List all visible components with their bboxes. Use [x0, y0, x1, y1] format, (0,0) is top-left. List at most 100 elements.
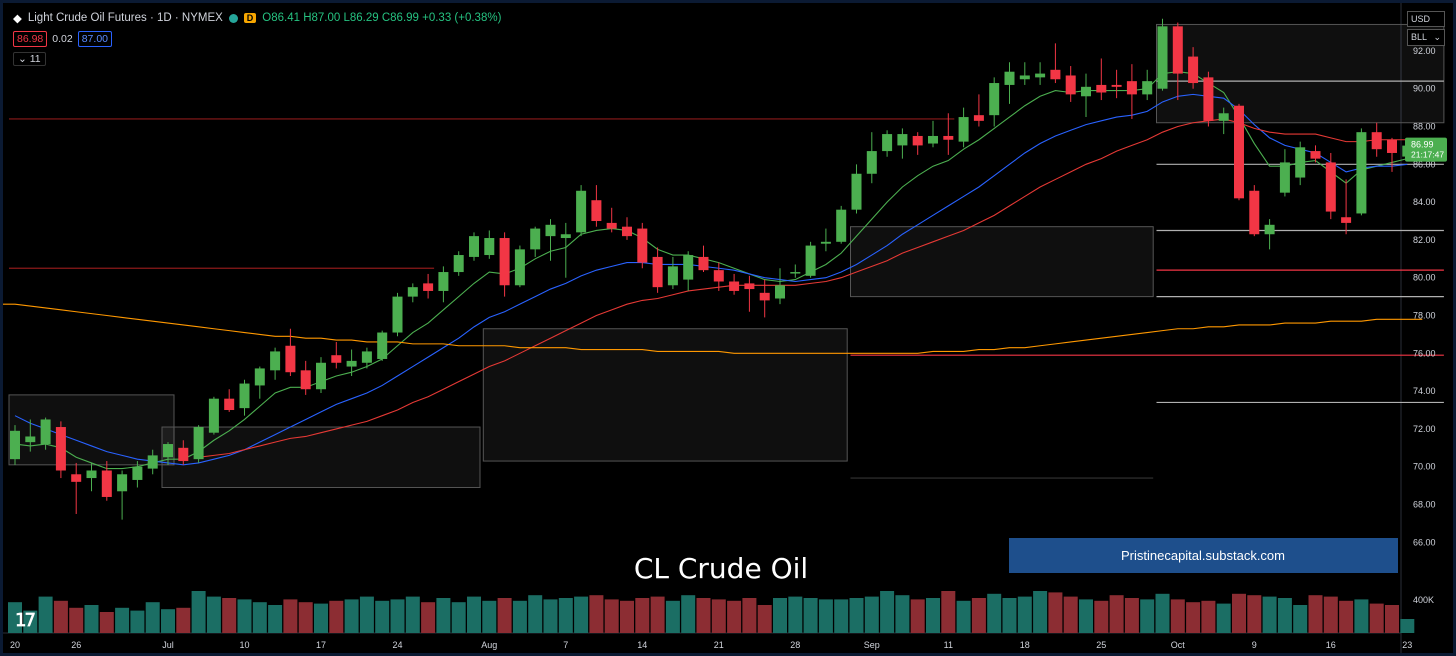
volume-bar	[650, 596, 665, 633]
time-tick-label: 7	[563, 640, 568, 650]
candle	[1050, 43, 1061, 84]
volume-bar	[589, 595, 604, 633]
candle-body	[1172, 26, 1183, 74]
candle-body	[928, 135, 938, 144]
moving-average-red	[198, 118, 1408, 458]
candle-body	[1203, 77, 1214, 121]
candle-body	[1264, 224, 1275, 235]
candle-body	[1035, 73, 1046, 78]
candle	[897, 128, 908, 159]
unit-selector-button[interactable]: BLL ⌄	[1407, 29, 1445, 46]
candle	[1142, 69, 1153, 101]
volume-bar	[53, 600, 68, 633]
symbol-title[interactable]: Light Crude Oil Futures · 1D · NYMEX	[27, 12, 223, 24]
candle	[683, 251, 694, 291]
candle-body	[101, 470, 112, 497]
candle-body	[667, 266, 678, 286]
price-tick-label: 88.00	[1413, 122, 1436, 132]
buy-button[interactable]: 87.00	[77, 31, 112, 47]
candle-body	[836, 209, 847, 242]
volume-bar	[742, 598, 757, 633]
volume-bar	[191, 591, 206, 633]
last-price-label: 86.99	[1411, 140, 1434, 150]
candle	[973, 94, 984, 127]
supply-demand-zone	[161, 426, 481, 489]
candle	[1065, 66, 1076, 102]
countdown-label: 21:17:47	[1411, 150, 1444, 160]
price-tick-label: 80.00	[1413, 273, 1436, 283]
market-status-icon	[228, 13, 238, 23]
volume-bar	[467, 596, 481, 633]
candle	[423, 273, 434, 299]
candle-body	[1065, 75, 1076, 95]
candle-body	[499, 238, 510, 286]
volume-bar	[757, 605, 772, 633]
candle	[1081, 73, 1091, 118]
volume-bar	[1033, 591, 1048, 633]
candle	[147, 449, 158, 475]
candle	[392, 292, 403, 337]
candle-body	[163, 444, 173, 458]
candle	[759, 279, 770, 318]
candle	[958, 107, 969, 148]
candle-body	[560, 234, 571, 239]
candle	[622, 217, 632, 240]
candle-body	[698, 256, 709, 271]
candle	[484, 230, 495, 259]
volume-bar	[910, 599, 925, 633]
candle-body	[117, 474, 128, 492]
volume-bar	[1400, 619, 1415, 633]
candle-body	[178, 447, 189, 462]
candle-body	[622, 226, 632, 237]
tradingview-logo[interactable]: 𝟣𝟩	[15, 610, 36, 630]
volume-bar	[1002, 598, 1017, 633]
candle	[499, 232, 510, 297]
supply-demand-zone	[850, 226, 1154, 298]
volume-bar	[543, 599, 558, 633]
volume-bar	[818, 599, 833, 633]
currency-unit-button[interactable]: USD	[1407, 11, 1445, 27]
indicators-toggle[interactable]: ⌄ 11	[13, 52, 46, 66]
candle	[576, 185, 587, 237]
candle	[1279, 149, 1290, 197]
volume-bar	[298, 602, 313, 633]
volume-bar	[864, 596, 879, 633]
candle	[132, 461, 143, 488]
volume-bar	[1308, 595, 1323, 633]
candle	[545, 219, 556, 261]
candle-body	[208, 398, 219, 433]
volume-bar	[635, 598, 650, 633]
volume-bar	[482, 600, 497, 633]
watermark-banner-text: Pristinecapital.substack.com	[1121, 548, 1285, 563]
candle-body	[316, 362, 326, 390]
candle	[1371, 122, 1382, 157]
volume-bar	[941, 591, 956, 633]
candle	[698, 245, 709, 273]
price-chart[interactable]: 92.00 90.00 88.00 86.00 84.00 82.00 80.00 78.00…	[3, 3, 1453, 653]
volume-bar	[1140, 599, 1155, 633]
candle-body	[224, 398, 235, 411]
candle-body	[1126, 81, 1137, 95]
sell-button[interactable]: 86.98	[13, 31, 48, 47]
candle	[1172, 22, 1183, 101]
candle-body	[1249, 190, 1260, 235]
candle	[86, 462, 97, 492]
price-tick-label: 86.00	[1413, 159, 1436, 169]
candle	[25, 419, 36, 452]
volume-bar	[512, 600, 527, 633]
volume-bar	[1048, 592, 1063, 633]
overlay-title: CL Crude Oil	[634, 552, 808, 585]
candle	[254, 366, 265, 399]
volume-bar	[314, 603, 328, 633]
volume-bar	[1017, 596, 1032, 633]
time-tick-label: 16	[1326, 640, 1336, 650]
candle-body	[912, 135, 923, 146]
time-tick-label: 21	[714, 640, 724, 650]
candle	[1295, 141, 1306, 186]
time-tick-label: 26	[71, 640, 81, 650]
spread-value: 0.02	[52, 33, 73, 45]
candle	[1356, 128, 1367, 216]
candle-body	[545, 224, 556, 237]
candle	[469, 232, 479, 261]
volume-bar	[1201, 600, 1216, 633]
